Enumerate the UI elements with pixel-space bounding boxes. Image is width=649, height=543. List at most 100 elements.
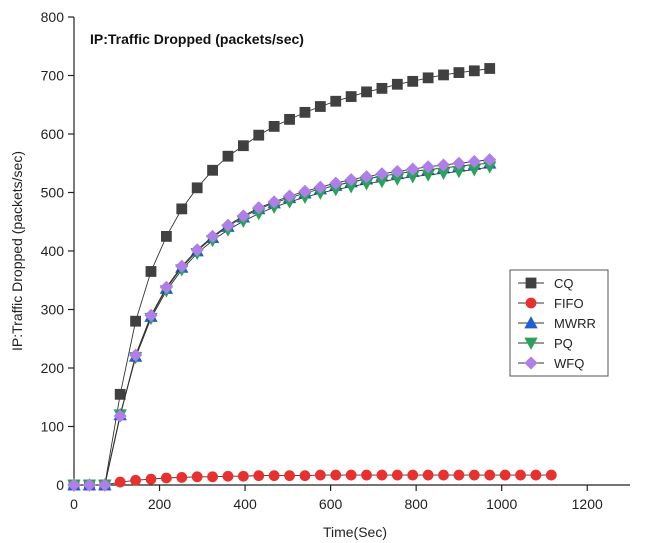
data-point-fifo	[376, 469, 388, 481]
data-point-cq	[453, 67, 465, 78]
data-point-wfq	[390, 164, 404, 179]
data-point-wfq	[375, 167, 389, 181]
data-point-fifo	[422, 469, 434, 481]
data-point-cq	[484, 63, 496, 74]
series-line-pq	[74, 166, 490, 486]
y-tick-label: 0	[56, 477, 64, 493]
x-tick-label: 600	[319, 496, 343, 512]
data-point-fifo	[391, 469, 403, 481]
legend-label-pq: PQ	[554, 336, 573, 351]
data-point-cq	[191, 182, 203, 194]
data-point-fifo	[299, 470, 311, 482]
data-point-cq	[207, 164, 218, 176]
legend-marker-mwrr	[524, 316, 538, 329]
data-point-wfq	[406, 162, 420, 176]
data-point-cq	[330, 95, 342, 107]
data-point-cq	[407, 75, 419, 87]
data-point-cq	[299, 106, 311, 118]
legend-marker-fifo	[525, 297, 537, 309]
y-tick-label: 400	[41, 243, 65, 259]
y-tick-label: 200	[41, 360, 65, 376]
data-point-fifo	[253, 470, 265, 482]
legend-marker-wfq	[524, 356, 538, 370]
data-point-fifo	[284, 470, 295, 482]
data-point-wfq	[467, 154, 481, 169]
data-point-cq	[160, 230, 172, 242]
data-point-cq	[391, 78, 403, 90]
data-point-wfq	[175, 259, 189, 273]
chart-title: IP:Traffic Dropped (packets/sec)	[90, 31, 304, 47]
x-tick-label: 1200	[572, 496, 603, 512]
y-axis-title: IP:Traffic Dropped (packets/sec)	[9, 151, 25, 351]
data-point-cq	[237, 140, 249, 152]
x-tick-label: 400	[233, 496, 257, 512]
data-point-fifo	[438, 469, 449, 481]
data-point-fifo	[453, 469, 465, 481]
data-point-cq	[268, 120, 280, 132]
data-point-wfq	[206, 229, 220, 243]
data-point-wfq	[82, 478, 96, 492]
data-point-cq	[314, 101, 326, 112]
data-point-fifo	[160, 472, 172, 484]
data-point-fifo	[237, 470, 249, 482]
data-point-wfq	[329, 176, 343, 190]
data-point-fifo	[345, 469, 357, 481]
data-point-wfq	[421, 160, 435, 174]
data-point-wfq	[98, 478, 112, 492]
data-point-wfq	[483, 153, 497, 167]
data-point-cq	[345, 91, 357, 102]
data-point-wfq	[267, 195, 281, 209]
data-point-fifo	[114, 476, 126, 488]
data-point-cq	[361, 86, 372, 98]
data-point-fifo	[191, 471, 203, 483]
data-point-cq	[222, 150, 234, 162]
data-point-wfq	[236, 209, 250, 223]
data-point-fifo	[484, 469, 496, 481]
data-point-cq	[376, 82, 388, 94]
data-point-cq	[468, 65, 480, 77]
legend-label-fifo: FIFO	[554, 296, 584, 311]
y-tick-label: 700	[41, 68, 65, 84]
data-point-wfq	[113, 409, 127, 423]
series-line-wfq	[74, 159, 490, 486]
series-cq	[68, 63, 496, 491]
x-tick-label: 800	[404, 496, 428, 512]
data-point-fifo	[130, 474, 141, 486]
data-point-cq	[284, 113, 295, 125]
data-point-fifo	[468, 469, 480, 481]
series-fifo	[68, 469, 557, 491]
axes: 0 100 200 300 400 500 600 700 800 0 200 400 600 800 10…	[41, 9, 630, 512]
data-point-cq	[438, 69, 449, 81]
data-point-cq	[253, 129, 265, 141]
data-point-fifo	[222, 470, 234, 482]
data-point-wfq	[282, 189, 297, 203]
data-point-wfq	[221, 218, 235, 232]
data-point-cq	[114, 388, 126, 400]
data-point-fifo	[314, 469, 326, 481]
legend: CQ FIFO MWRR PQ WFQ	[509, 269, 609, 377]
y-tick-label: 600	[41, 126, 65, 142]
series-line-cq	[74, 68, 490, 486]
data-point-fifo	[207, 471, 218, 483]
data-point-wfq	[436, 158, 451, 172]
data-point-cq	[145, 266, 157, 277]
data-point-fifo	[268, 470, 280, 482]
y-tick-label: 800	[41, 9, 65, 25]
data-point-cq	[422, 72, 434, 84]
x-tick-label: 1000	[486, 496, 517, 512]
legend-label-cq: CQ	[554, 276, 574, 291]
data-point-cq	[130, 315, 141, 327]
data-point-fifo	[515, 469, 526, 481]
legend-marker-cq	[525, 277, 537, 289]
series-line-fifo	[74, 474, 552, 486]
x-tick-label: 0	[70, 496, 78, 512]
data-point-fifo	[361, 469, 372, 481]
y-tick-label: 500	[41, 185, 65, 201]
data-point-fifo	[176, 471, 188, 483]
data-point-wfq	[298, 184, 312, 198]
data-point-fifo	[530, 469, 542, 481]
data-point-wfq	[359, 170, 374, 184]
data-point-fifo	[499, 469, 511, 481]
